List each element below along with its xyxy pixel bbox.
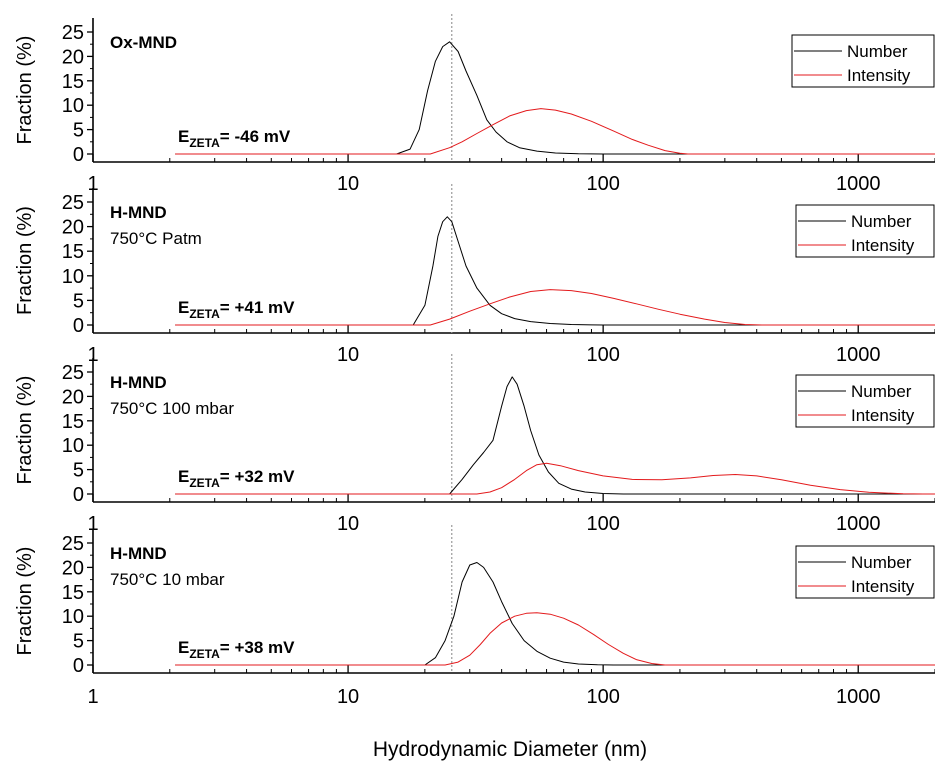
x-tick-label: 10 (337, 173, 359, 195)
y-tick-label: 10 (62, 266, 84, 288)
y-tick-label: 20 (62, 386, 84, 408)
zeta-potential-label: EZETA= +41 mV (178, 298, 295, 321)
y-tick-label: 15 (62, 411, 84, 433)
y-tick-label: 0 (73, 144, 84, 166)
x-tick-label: 100 (586, 344, 619, 366)
y-tick-label: 10 (62, 95, 84, 117)
legend-box (795, 204, 935, 258)
x-tick-label: 100 (586, 686, 619, 708)
y-tick-label: 15 (62, 71, 84, 93)
y-tick-label: 20 (62, 217, 84, 239)
x-tick-label: 100 (586, 513, 619, 535)
series-line-number (175, 41, 935, 155)
x-tick-label: 10 (337, 686, 359, 708)
x-tick-label: 100 (586, 173, 619, 195)
x-tick-label: 1000 (836, 344, 881, 366)
y-tick-label: 10 (62, 606, 84, 628)
legend-label-number: Number (851, 212, 912, 231)
x-tick-label: 1 (87, 513, 98, 535)
y-tick-label: 25 (62, 533, 84, 555)
panel-subtitle: 750°C 10 mbar (110, 570, 225, 589)
y-axis-label: Fraction (%) (14, 376, 36, 485)
panel-title: H-MND (110, 203, 167, 222)
series-line-number (175, 216, 935, 326)
y-tick-label: 5 (73, 631, 84, 653)
x-tick-label: 1000 (836, 686, 881, 708)
x-tick-label: 10 (337, 513, 359, 535)
series-line-intensity (175, 462, 935, 495)
legend-box (791, 34, 935, 88)
panel-title: H-MND (110, 373, 167, 392)
legend-label-number: Number (851, 382, 912, 401)
y-tick-label: 25 (62, 362, 84, 384)
y-axis-label: Fraction (%) (14, 206, 36, 315)
x-tick-label: 1 (87, 686, 98, 708)
y-tick-label: 25 (62, 22, 84, 44)
legend-box (795, 545, 935, 599)
y-axis-label: Fraction (%) (14, 547, 36, 656)
x-tick-label: 1 (87, 173, 98, 195)
series-line-number (175, 562, 935, 666)
panel-subtitle: 750°C 100 mbar (110, 399, 234, 418)
series-line-intensity (175, 612, 935, 666)
x-tick-label: 1 (87, 344, 98, 366)
panel-subtitle: 750°C Patm (110, 229, 202, 248)
legend-label-intensity: Intensity (847, 66, 911, 85)
zeta-potential-label: EZETA= +38 mV (178, 638, 295, 661)
y-tick-label: 15 (62, 241, 84, 263)
y-tick-label: 20 (62, 557, 84, 579)
series-line-number (175, 376, 935, 495)
series-line-intensity (175, 108, 935, 155)
y-tick-label: 5 (73, 460, 84, 482)
legend-label-intensity: Intensity (851, 236, 915, 255)
series-line-intensity (175, 289, 935, 326)
legend-label-number: Number (851, 553, 912, 572)
y-axis-label: Fraction (%) (14, 36, 36, 145)
panel-title: Ox-MND (110, 33, 177, 52)
y-tick-label: 10 (62, 435, 84, 457)
y-tick-label: 20 (62, 46, 84, 68)
y-tick-label: 15 (62, 582, 84, 604)
y-tick-label: 5 (73, 120, 84, 142)
x-axis-label: Hydrodynamic Diameter (nm) (373, 738, 647, 761)
y-tick-label: 25 (62, 192, 84, 214)
zeta-potential-label: EZETA= +32 mV (178, 467, 295, 490)
panel-title: H-MND (110, 544, 167, 563)
legend-label-intensity: Intensity (851, 406, 915, 425)
zeta-potential-label: EZETA= -46 mV (178, 127, 291, 150)
x-tick-label: 1000 (836, 173, 881, 195)
legend-label-number: Number (847, 42, 908, 61)
y-tick-label: 0 (73, 655, 84, 677)
legend-label-intensity: Intensity (851, 577, 915, 596)
y-tick-label: 0 (73, 315, 84, 337)
y-tick-label: 5 (73, 290, 84, 312)
y-tick-label: 0 (73, 484, 84, 506)
x-tick-label: 1000 (836, 513, 881, 535)
legend-box (795, 374, 935, 428)
x-tick-label: 10 (337, 344, 359, 366)
